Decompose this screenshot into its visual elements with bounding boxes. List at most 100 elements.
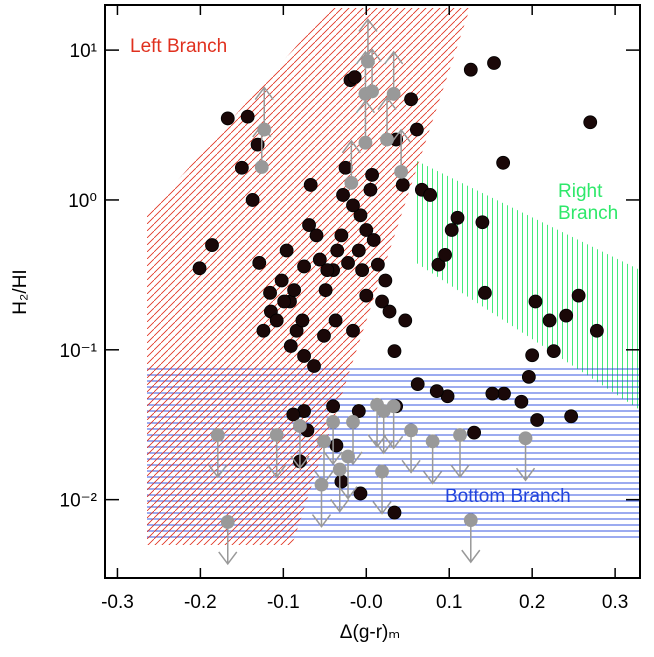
point [409,122,424,137]
point [346,198,360,213]
limit-arrow [208,435,228,479]
annotation: Bottom Branch [445,486,571,507]
point [347,70,362,85]
point [344,175,359,190]
point [528,294,543,309]
point [497,386,511,401]
limit-arrow [355,99,376,143]
point [438,247,452,262]
point [353,486,368,501]
point [475,215,490,230]
point [359,288,374,303]
point [431,257,446,272]
point [334,228,349,243]
y-tick-label: 10⁻² [60,491,98,512]
point [518,431,533,446]
point [263,285,277,300]
point [410,377,425,392]
point [287,283,302,298]
limit-arrow [384,406,404,450]
point [351,243,366,258]
point [514,394,529,409]
point [309,228,324,243]
series [252,18,411,190]
point [463,62,478,77]
point [359,223,374,237]
point [450,210,465,225]
point [382,304,397,319]
point [334,474,349,489]
point [328,313,343,328]
limit-arrow [401,430,421,474]
limit-arrow [267,435,287,479]
point [326,399,341,414]
point [257,122,272,137]
point [355,263,370,278]
point [274,273,289,288]
point [320,263,335,278]
point [365,167,379,182]
y-axis-label: H₂/HI [10,269,31,314]
limit-arrow [423,441,443,485]
x-tick-label: 0.2 [519,592,545,613]
limit-arrow [391,128,411,172]
point [370,257,385,272]
limit-arrow [450,435,470,479]
point [329,438,344,453]
point [463,513,478,528]
point [351,404,366,418]
marks [192,18,604,566]
point [444,223,459,237]
point [387,344,402,359]
point [317,328,331,343]
point [205,238,219,252]
limit-arrow [372,471,392,515]
point [279,243,294,258]
limit-arrow [341,139,361,183]
point [346,323,360,338]
limit-arrow [461,520,481,564]
limit-arrow [254,86,274,130]
y-tick-label: 10⁻¹ [60,341,98,362]
point [293,419,307,433]
point [453,428,467,442]
point [365,84,379,99]
point [307,359,321,373]
point [341,256,355,270]
y-tick-label: 10¹ [70,41,97,62]
annotation: Left Branch [130,36,227,57]
point [387,505,402,520]
point [234,160,249,175]
point [314,477,329,492]
point [252,256,267,270]
point [192,261,207,276]
limit-arrow [362,48,382,92]
point [250,137,265,152]
point [326,415,341,429]
limit-arrow [323,421,343,466]
point [542,313,557,328]
point [346,415,360,429]
limit-arrow [374,411,394,455]
point [297,349,311,363]
point [546,344,561,359]
point [583,115,598,130]
point [378,273,393,288]
point [386,399,401,414]
point [220,515,235,529]
limit-arrow [311,484,332,528]
point [303,178,318,192]
point [394,164,409,179]
point [358,135,373,150]
point [429,384,444,399]
x-tick-label: -0.2 [184,592,217,613]
limit-arrow [384,50,404,94]
point [425,434,440,449]
point [477,285,492,300]
point [302,218,316,232]
point [332,462,347,477]
point [330,243,345,258]
point [295,313,310,328]
point [530,413,545,427]
